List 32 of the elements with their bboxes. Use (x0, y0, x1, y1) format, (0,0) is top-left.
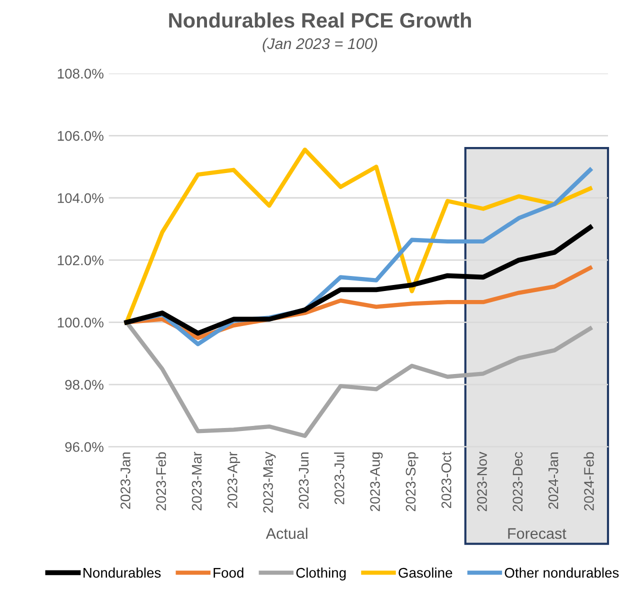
y-tick-label: 108.0% (58, 68, 104, 79)
legend-label: Other nondurables (504, 568, 619, 578)
legend-label: Food (214, 568, 244, 578)
y-tick-label: 102.0% (58, 255, 104, 266)
x-tick-label: 2023-Dec (512, 452, 523, 512)
y-tick-label: 100.0% (58, 318, 104, 328)
y-tick-label: 104.0% (58, 193, 104, 204)
x-tick-label: 2023-Jan (120, 452, 130, 509)
x-tick-label: 2024-Jan (548, 452, 558, 509)
x-tick-label: 2023-Sep (406, 452, 418, 512)
y-tick-label: 96.0% (65, 442, 104, 452)
x-tick-label: 2024-Feb (584, 452, 594, 510)
chart-subtitle: (Jan 2023 = 100) (262, 38, 378, 52)
x-tick-label: 2023-Jul (334, 452, 344, 504)
x-tick-label: 2023-May (263, 452, 276, 513)
band-label: Forecast (508, 528, 566, 539)
y-tick-label: 98.0% (65, 380, 104, 390)
x-tick-label: 2023-Oct (441, 452, 452, 508)
x-tick-label: 2023-Feb (156, 452, 166, 510)
legend-label: Gasoline (398, 568, 452, 578)
x-tick-label: 2023-Mar (192, 452, 202, 510)
x-tick-label: 2023-Aug (370, 452, 383, 512)
legend-label: Nondurables (84, 568, 161, 578)
text: Actual (266, 528, 308, 539)
line-series (124, 148, 592, 324)
x-tick-label: 2023-Nov (477, 452, 487, 512)
x-tick-label: 2023-Apr (227, 452, 240, 508)
chart-title: Nondurables Real PCE Growth (169, 12, 471, 28)
y-tick-label: 106.0% (58, 130, 104, 141)
line-series (124, 225, 593, 336)
legend-label: Clothing (296, 568, 346, 580)
x-tick-label: 2023-Jun (298, 452, 309, 509)
